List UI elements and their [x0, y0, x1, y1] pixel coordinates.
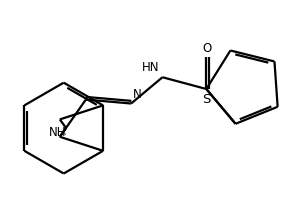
Text: O: O [203, 42, 212, 55]
Text: NH: NH [49, 126, 67, 139]
Text: HN: HN [142, 61, 160, 74]
Text: N: N [133, 88, 142, 101]
Text: S: S [202, 93, 210, 106]
